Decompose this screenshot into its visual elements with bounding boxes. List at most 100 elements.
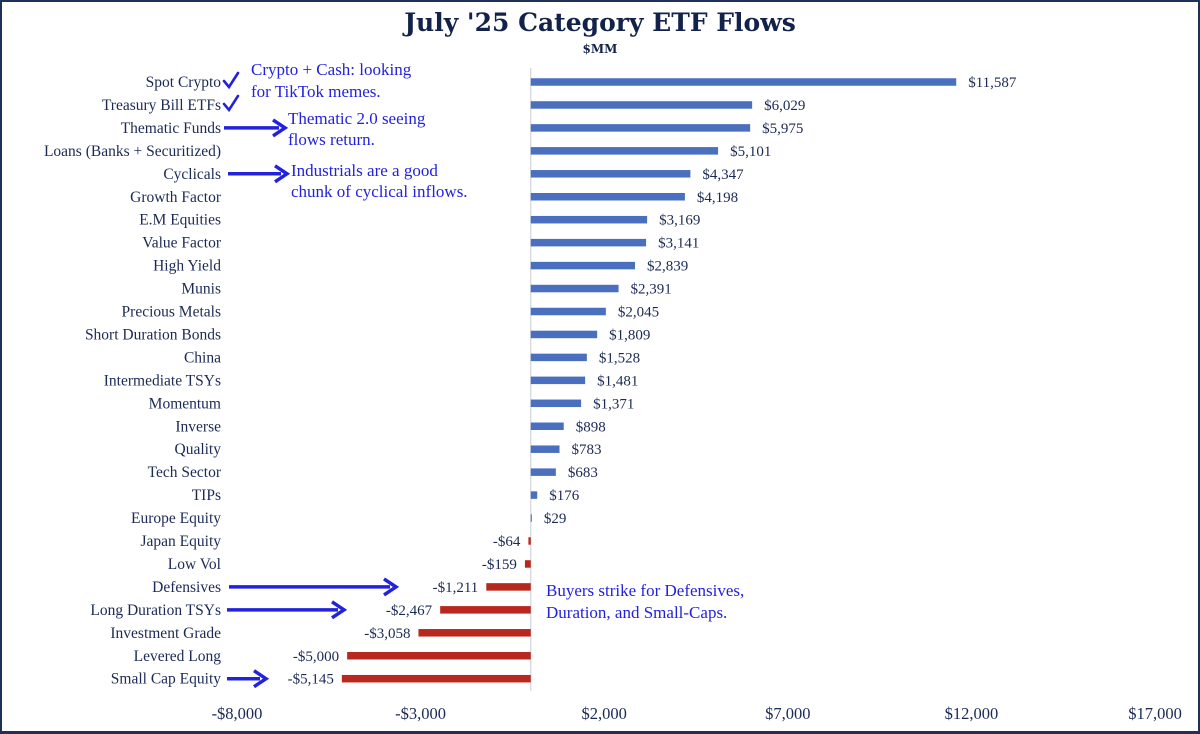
data-label: $5,101 [730, 144, 771, 160]
annotation-buyers-strike: Buyers strike for Defensives, Duration, a… [546, 581, 744, 622]
data-label: $29 [544, 511, 567, 527]
category-label: Tech Sector [148, 464, 222, 481]
arrow-right-icon [229, 577, 400, 597]
bar-spot-crypto [530, 78, 957, 86]
bar-e-m-equities [530, 215, 648, 224]
x-tick-label: $2,000 [582, 704, 627, 723]
axis-layer: -$8,000 -$3,000 $2,000 $7,000 $12,000 $17,000 [212, 68, 1182, 723]
category-label: Intermediate TSYs [104, 372, 221, 389]
bar-precious-metals [530, 307, 606, 316]
bar-inverse [530, 422, 564, 430]
bar-momentum [530, 399, 582, 408]
data-label: $2,391 [631, 282, 672, 298]
data-label: $5,975 [762, 121, 803, 137]
category-label: Cyclicals [163, 166, 221, 183]
bar-munis [530, 284, 619, 293]
data-label: $3,169 [659, 213, 700, 229]
bar-treasury-bill-etfs [530, 101, 753, 109]
arrow-right-icon [227, 669, 270, 689]
bar-thematic-funds [530, 124, 751, 132]
category-label: Low Vol [168, 556, 221, 573]
category-label: Europe Equity [131, 510, 221, 527]
bar-high-yield [530, 261, 636, 270]
annotations-layer: Crypto + Cash: looking for TikTok memes. T… [222, 60, 744, 689]
bar-tech-sector [530, 468, 556, 476]
data-label: $898 [576, 419, 606, 435]
data-label: -$64 [493, 534, 521, 550]
bar-growth-factor [530, 193, 685, 201]
data-label: -$1,211 [433, 580, 479, 596]
category-label: Growth Factor [130, 189, 222, 206]
data-label: $1,481 [597, 373, 638, 389]
chart-title: July '25 Category ETF Flows [404, 8, 796, 37]
annotation-cyclicals: Industrials are a good chunk of cyclical … [291, 161, 468, 201]
bar-intermediate-tsys [530, 376, 586, 385]
data-label: $683 [568, 465, 598, 481]
data-label: $783 [572, 442, 602, 458]
category-label: High Yield [153, 258, 221, 275]
bar-short-duration-bonds [530, 330, 598, 339]
data-label: -$5,000 [293, 649, 339, 665]
arrow-right-icon [224, 118, 289, 138]
category-label: Treasury Bill ETFs [102, 97, 221, 114]
category-label: Loans (Banks + Securitized) [44, 143, 221, 160]
bar-value-factor [530, 238, 647, 247]
category-label: Levered Long [134, 648, 222, 665]
data-label: -$2,467 [386, 603, 433, 619]
category-label: Inverse [175, 418, 221, 435]
category-label: China [184, 349, 221, 366]
bar-investment-grade [418, 629, 531, 637]
bar-quality [530, 445, 560, 453]
data-label: -$159 [482, 557, 517, 573]
data-label: $3,141 [658, 236, 699, 252]
category-label: Value Factor [142, 235, 222, 252]
data-label: $2,045 [618, 305, 659, 321]
data-label: $6,029 [764, 98, 805, 114]
arrow-right-icon [228, 164, 291, 184]
category-label: Japan Equity [141, 533, 222, 550]
category-label: Short Duration Bonds [85, 326, 221, 343]
category-label: TIPs [192, 487, 221, 504]
x-tick-label: -$8,000 [212, 704, 263, 723]
category-label: E.M Equities [139, 212, 221, 229]
data-label: -$5,145 [288, 672, 334, 688]
bar-cyclicals [530, 170, 691, 178]
data-label: $2,839 [647, 259, 688, 275]
annotation-crypto-cash: Crypto + Cash: looking for TikTok memes. [251, 60, 412, 101]
category-label: Quality [175, 441, 222, 458]
data-label: -$3,058 [364, 626, 410, 642]
category-label: Precious Metals [122, 304, 221, 321]
bar-low-vol [524, 560, 531, 568]
bar-levered-long [347, 652, 531, 660]
x-tick-label: $12,000 [945, 704, 999, 723]
bar-long-duration-tsys [440, 606, 531, 614]
checkmark-icon [222, 94, 240, 113]
category-label: Spot Crypto [146, 74, 222, 91]
category-label: Investment Grade [110, 625, 221, 642]
bar-japan-equity [528, 537, 531, 545]
data-label: $1,371 [593, 396, 634, 412]
bars-layer [341, 78, 957, 683]
x-tick-label: $7,000 [765, 704, 810, 723]
bar-china [530, 353, 587, 362]
bar-loans-banks-securitized [530, 147, 719, 155]
data-label: $11,587 [968, 75, 1017, 91]
category-label: Defensives [152, 579, 221, 596]
chart-subtitle: $MM [582, 42, 618, 56]
category-label: Long Duration TSYs [90, 602, 221, 619]
checkmark-icon [222, 71, 240, 90]
annotation-thematic: Thematic 2.0 seeing flows return. [288, 109, 426, 149]
category-label: Small Cap Equity [111, 671, 221, 688]
category-label: Munis [181, 281, 221, 298]
data-label: $4,347 [702, 167, 744, 183]
data-label: $176 [549, 488, 580, 504]
labels-layer: Spot Crypto $11,587 Treasury Bill ETFs $6,0… [44, 74, 1017, 688]
x-tick-label: $17,000 [1128, 704, 1182, 723]
bar-tips [530, 491, 538, 499]
data-label: $1,528 [599, 350, 640, 366]
data-label: $4,198 [697, 190, 738, 206]
arrow-right-icon [227, 600, 348, 620]
bar-europe-equity [530, 514, 532, 522]
